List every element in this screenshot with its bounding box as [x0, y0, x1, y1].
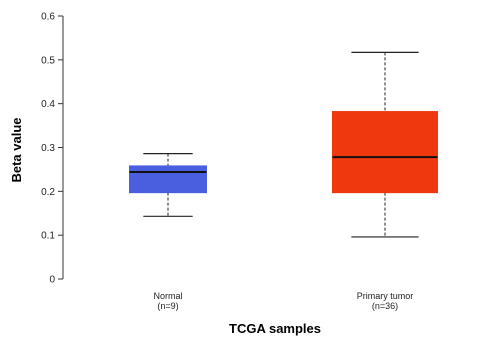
box-normal: Normal(n=9) [129, 153, 207, 311]
y-tick-label: 0.1 [41, 231, 55, 242]
box-primary-tumor: Primary tumor(n=36) [332, 51, 438, 311]
y-tick-label: 0.5 [41, 55, 55, 66]
y-tick-label: 0.3 [41, 143, 55, 154]
interquartile-box [332, 111, 438, 194]
y-axis: 0 0.1 0.2 0.3 0.4 0.5 0.6 [41, 12, 64, 286]
y-tick-label: 0.6 [41, 12, 55, 23]
category-label: Normal [153, 291, 182, 301]
y-axis-title: Beta value [9, 117, 24, 182]
y-tick-label: 0 [49, 275, 55, 286]
y-tick-label: 0.4 [41, 99, 55, 110]
box-plot-boxes: Normal(n=9) Primary tumor(n=36) [129, 51, 438, 311]
category-sample-count: (n=36) [372, 301, 398, 311]
category-sample-count: (n=9) [157, 301, 178, 311]
interquartile-box [129, 165, 207, 194]
y-tick-label: 0.2 [41, 187, 55, 198]
category-label: Primary tumor [357, 291, 414, 301]
x-axis-title: TCGA samples [229, 321, 321, 336]
